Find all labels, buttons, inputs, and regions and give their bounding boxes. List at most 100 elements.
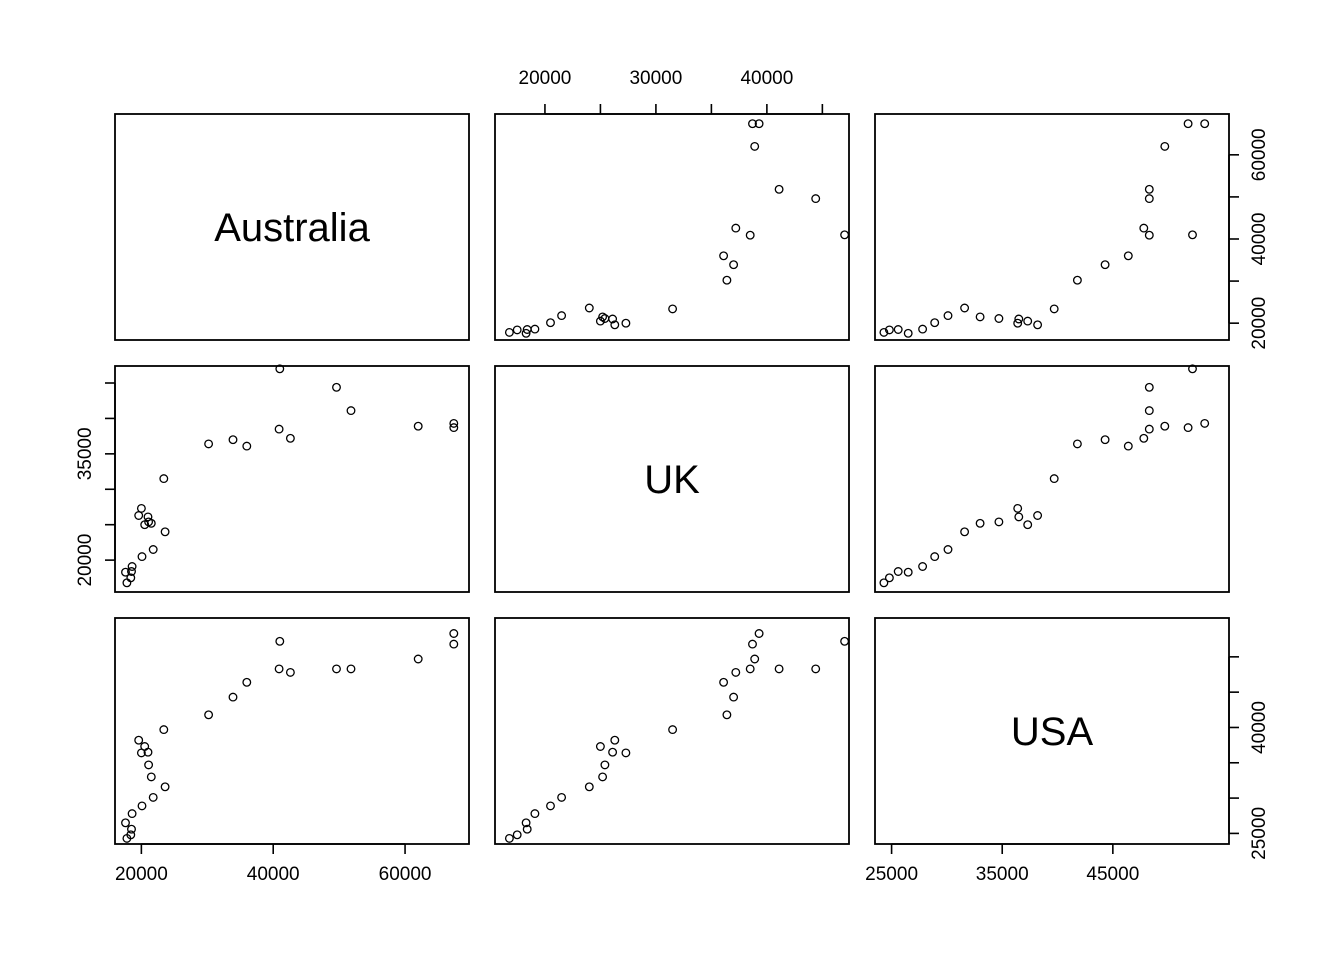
data-point: [285, 433, 295, 443]
data-point: [159, 474, 169, 484]
data-point: [994, 517, 1004, 527]
data-point: [275, 364, 285, 374]
data-point: [748, 119, 757, 129]
data-point: [930, 318, 940, 328]
data-point: [1144, 184, 1154, 194]
panel-frame: [874, 365, 1230, 593]
tick-label: 60000: [1249, 128, 1270, 181]
tick-label: 60000: [379, 864, 432, 885]
tick-label: 45000: [1086, 864, 1139, 885]
data-point: [722, 710, 732, 720]
panel-usa-uk: [494, 617, 850, 845]
data-point: [1188, 364, 1197, 374]
data-point: [146, 772, 156, 782]
data-point: [748, 639, 757, 649]
panel-frame: [494, 113, 850, 341]
data-point: [521, 328, 531, 338]
data-point: [729, 260, 739, 270]
data-point: [930, 552, 940, 562]
data-point: [1014, 314, 1024, 324]
data-point: [1049, 304, 1059, 314]
panel-frame: [494, 365, 850, 593]
data-point: [903, 567, 913, 577]
data-point: [1014, 512, 1024, 522]
data-point: [546, 318, 555, 328]
data-point: [943, 545, 953, 554]
data-point: [722, 275, 732, 285]
tick-label: 25000: [865, 864, 918, 885]
bottom-axis-australia: 20000 40000 60000: [115, 843, 432, 885]
data-point: [960, 527, 970, 537]
panel-uk-australia: [114, 364, 470, 593]
data-point: [204, 439, 214, 449]
data-point: [731, 667, 741, 677]
data-point: [126, 830, 136, 840]
data-point: [275, 636, 285, 646]
data-point: [879, 578, 889, 588]
data-point: [1200, 119, 1210, 129]
data-point: [1023, 520, 1033, 530]
data-point: [1100, 435, 1110, 445]
data-point: [504, 833, 514, 843]
data-point: [449, 423, 459, 433]
data-point: [557, 311, 567, 321]
data-point: [598, 772, 608, 782]
data-point: [126, 573, 136, 583]
variable-label: UK: [644, 458, 700, 502]
data-point: [668, 725, 678, 735]
data-point: [811, 664, 821, 674]
data-point: [1123, 441, 1133, 451]
tick-label: 40000: [1249, 213, 1270, 266]
data-point: [413, 421, 423, 431]
data-point: [148, 792, 158, 802]
data-point: [750, 654, 760, 664]
tick-label: 40000: [1249, 701, 1270, 754]
data-point: [1072, 439, 1082, 449]
data-point: [719, 251, 729, 261]
data-point: [811, 194, 821, 204]
data-point: [144, 760, 154, 770]
data-point: [1072, 275, 1082, 285]
tick-label: 35000: [75, 427, 96, 480]
panel-australia-australia: Australia: [114, 113, 470, 341]
data-point: [1188, 230, 1197, 240]
data-point: [600, 760, 610, 770]
data-point: [512, 325, 522, 335]
data-point: [449, 639, 459, 649]
data-point: [546, 801, 555, 811]
data-point: [449, 629, 459, 638]
data-point: [160, 527, 170, 537]
data-point: [668, 304, 678, 314]
data-point: [975, 312, 985, 322]
data-point: [1013, 318, 1023, 328]
data-point: [943, 311, 953, 321]
data-point: [774, 184, 784, 194]
data-point: [884, 573, 894, 583]
data-point: [1144, 406, 1154, 416]
right-axis-row1: 20000 40000 60000: [1228, 128, 1270, 350]
data-point: [136, 748, 146, 758]
data-point: [228, 692, 238, 702]
data-point: [918, 324, 928, 334]
panel-uk-usa: [874, 364, 1230, 593]
panel-frame: [114, 113, 470, 341]
data-point: [332, 382, 341, 392]
data-point: [975, 518, 985, 528]
data-point: [754, 629, 764, 638]
data-point: [1144, 230, 1154, 240]
data-point: [1160, 421, 1170, 431]
data-point: [137, 552, 147, 562]
data-point: [918, 562, 928, 571]
data-point: [148, 545, 158, 554]
data-point: [884, 325, 894, 335]
data-point: [595, 742, 605, 751]
data-point: [879, 327, 889, 337]
data-point: [893, 325, 903, 334]
data-point: [1183, 119, 1193, 129]
data-point: [127, 824, 136, 834]
data-point: [557, 792, 567, 802]
panel-frame: [494, 617, 850, 845]
data-point: [121, 567, 130, 577]
data-point: [530, 324, 540, 334]
